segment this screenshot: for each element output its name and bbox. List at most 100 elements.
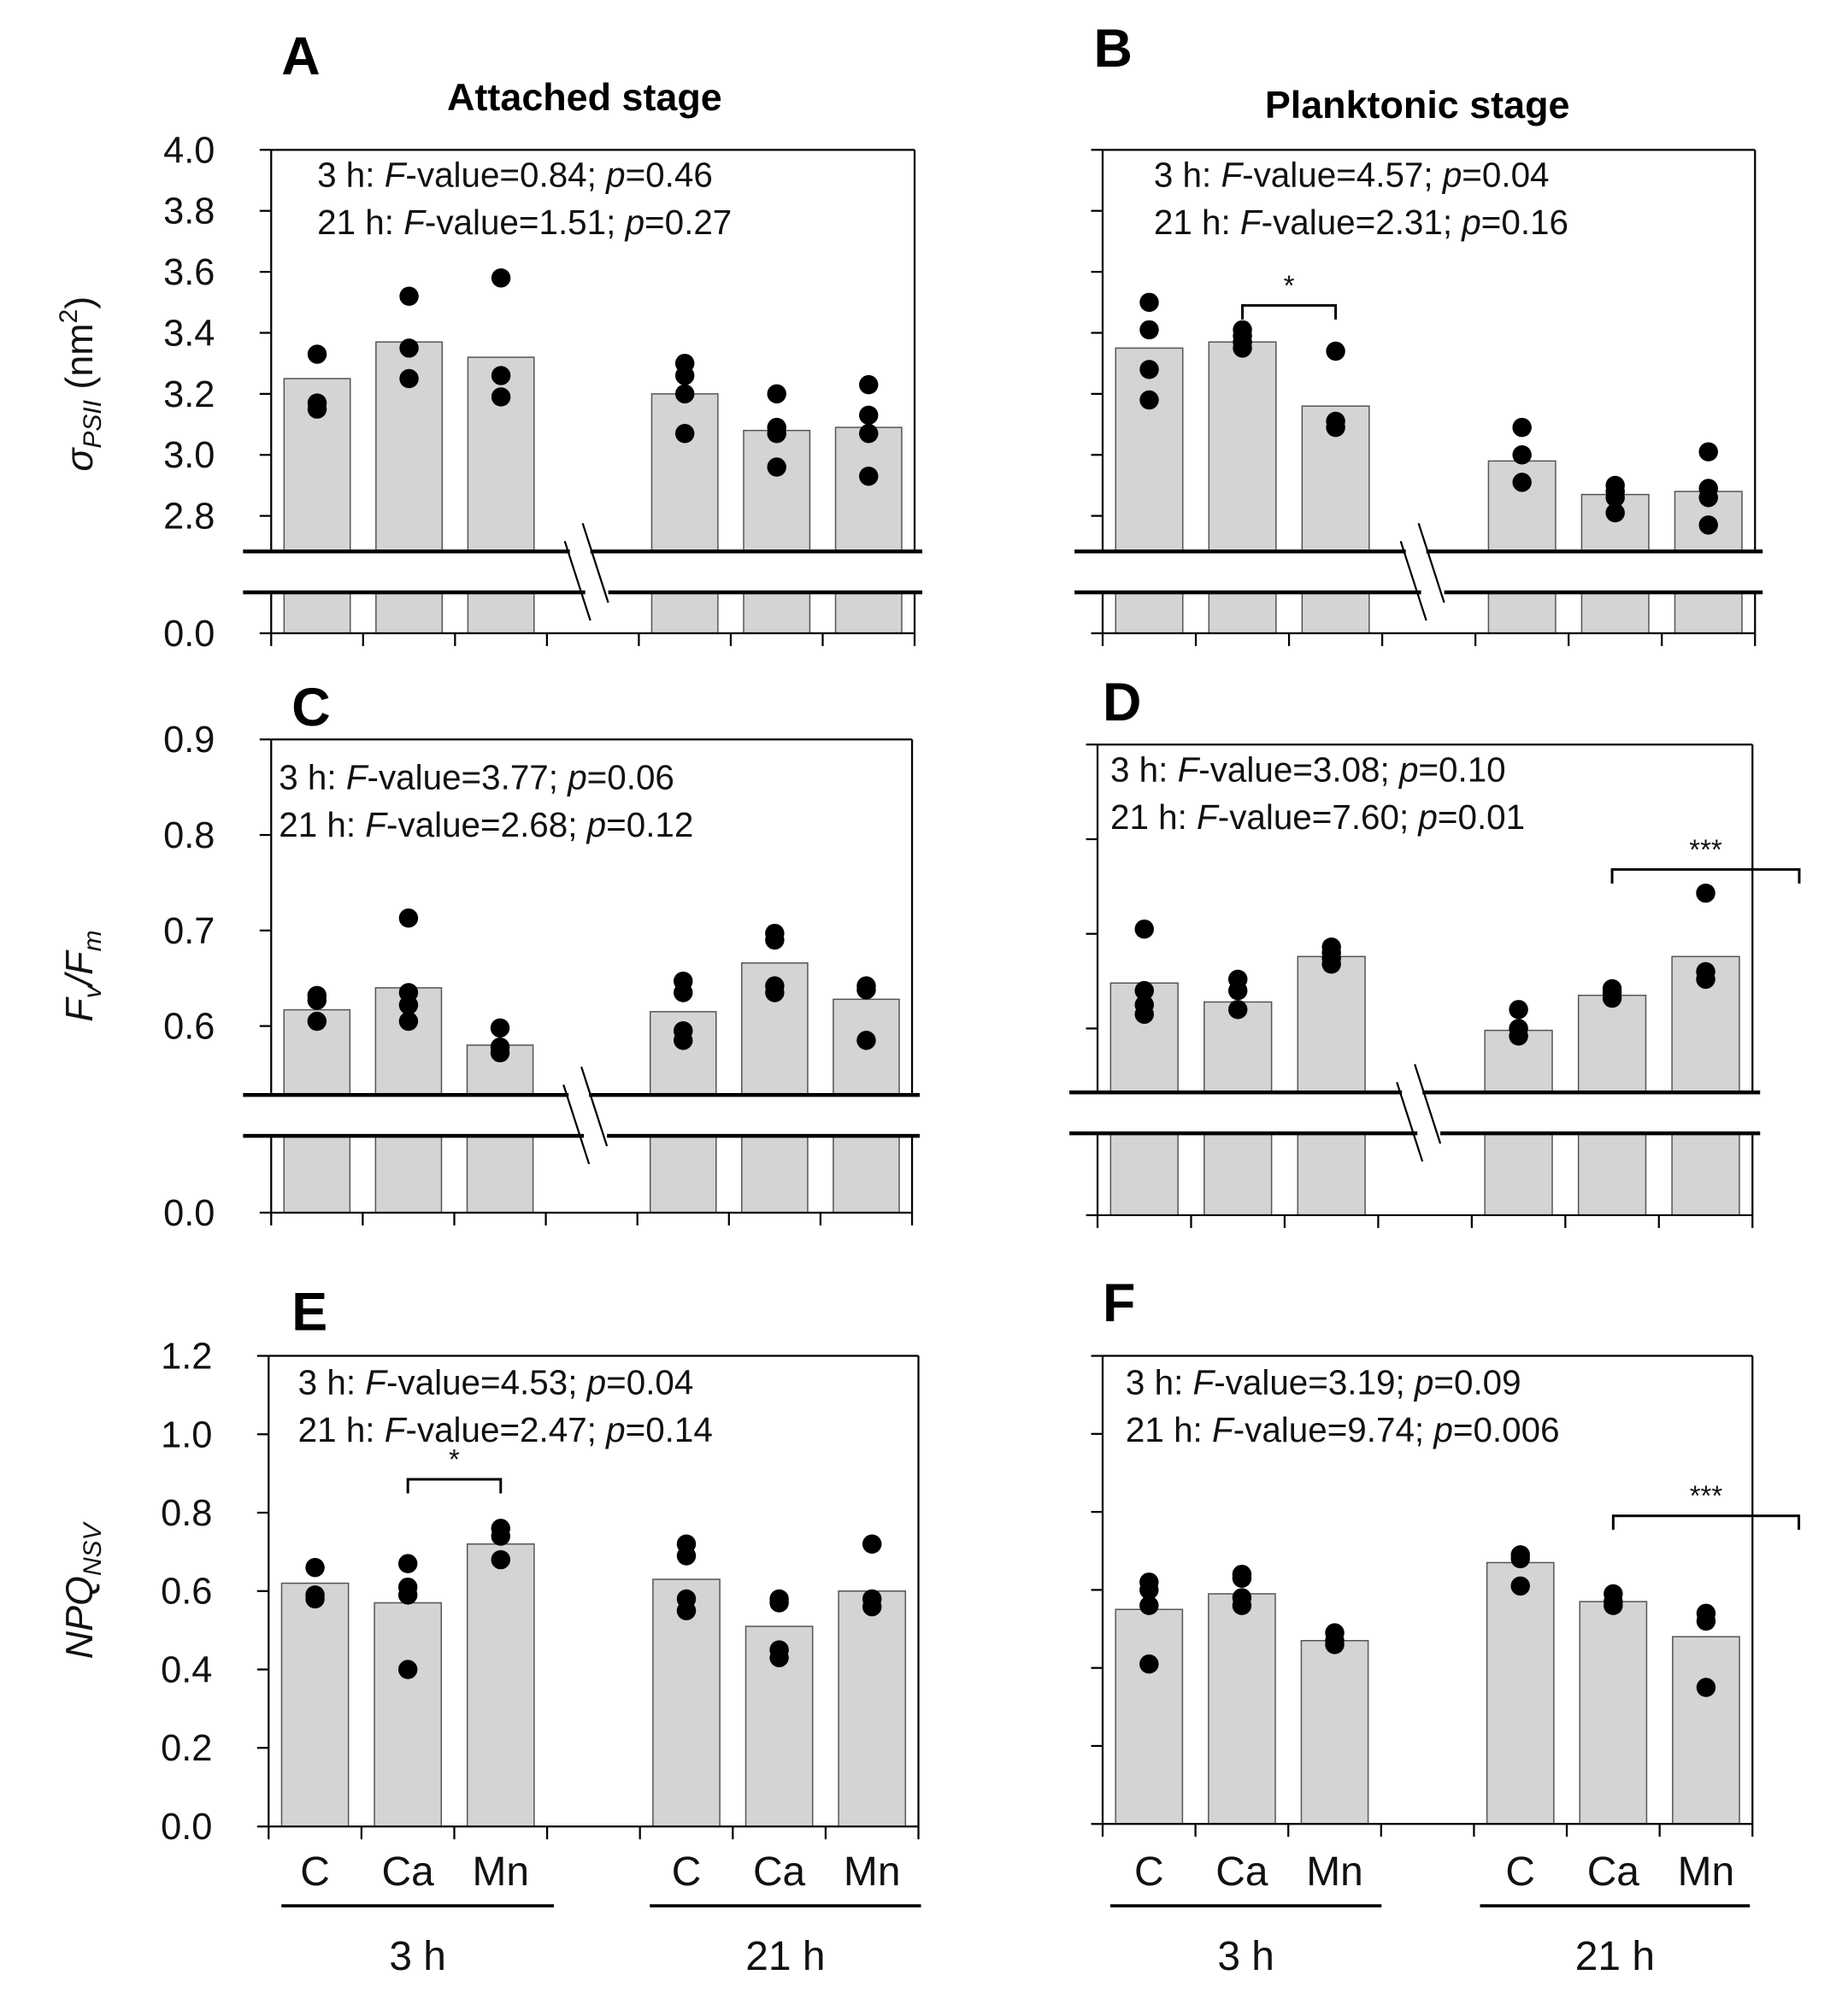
stat-p-value: 0.01 <box>1458 797 1526 837</box>
data-point <box>1139 320 1159 340</box>
data-point <box>1139 390 1159 410</box>
stat-p-value: 0.27 <box>665 203 733 242</box>
significance-label: *** <box>1689 833 1722 865</box>
data-point <box>767 424 786 444</box>
data-point <box>1696 1611 1716 1631</box>
data-point <box>1698 515 1718 535</box>
stat-time: 21 h <box>317 203 385 242</box>
stat-text: ; <box>1395 1362 1414 1402</box>
data-point <box>1698 487 1718 508</box>
panel-letter: F <box>1103 1273 1135 1333</box>
stat-text: : <box>327 758 345 797</box>
category-label: Ca <box>1215 1849 1268 1895</box>
y-tick-label: 3.8 <box>163 191 215 232</box>
panel-title: Attached stage <box>447 75 722 119</box>
data-point <box>765 930 785 950</box>
data-point <box>1232 1596 1252 1615</box>
y-tick-label: 2.8 <box>163 497 215 538</box>
y-axis-label-part: F <box>57 996 101 1022</box>
y-axis-label-part: / <box>57 971 101 988</box>
bar <box>1208 1593 1276 1825</box>
stat-text: ; <box>587 156 606 195</box>
stat-p-symbol: p <box>1433 1410 1452 1449</box>
axis-break-gap <box>1402 1092 1441 1134</box>
bar <box>652 1578 721 1828</box>
stat-text: ; <box>587 1410 606 1449</box>
bar <box>466 1543 535 1828</box>
data-point <box>1227 980 1248 1001</box>
data-point <box>674 424 695 444</box>
stat-text: ; <box>549 758 568 797</box>
y-axis-label-part: F <box>57 949 101 975</box>
axis-break-gap <box>1405 551 1445 593</box>
y-axis-label-part: (nm <box>57 323 101 400</box>
stat-text: -value= <box>1218 797 1333 837</box>
stat-time: 21 h <box>1126 1410 1193 1449</box>
panel-letter: E <box>291 1283 327 1343</box>
significance-bracket <box>1241 303 1338 320</box>
stat-time: 21 h <box>1154 203 1221 242</box>
stat-f-symbol: F <box>1193 1362 1216 1402</box>
stat-text: -value= <box>1233 1410 1348 1449</box>
data-point <box>1233 338 1252 358</box>
stat-f-value: 1.51 <box>539 203 607 242</box>
stat-text: : <box>346 1362 365 1402</box>
significance-label: * <box>449 1443 460 1475</box>
data-point <box>769 1648 789 1667</box>
stat-text: ; <box>1415 1410 1433 1449</box>
stat-p-symbol: p <box>1461 203 1480 242</box>
stat-p-value: 0.16 <box>1501 203 1568 242</box>
stat-text: : <box>1193 1410 1212 1449</box>
stat-text: -value= <box>386 1362 501 1402</box>
data-point <box>305 1558 325 1578</box>
category-label: Ca <box>753 1849 806 1895</box>
stat-time: 3 h <box>317 156 365 195</box>
bar <box>1486 1561 1555 1825</box>
data-point <box>399 338 419 358</box>
stat-p-value: 0.04 <box>627 1362 694 1402</box>
y-tick-label: 0.4 <box>161 1649 212 1690</box>
stat-time: 21 h <box>1110 797 1178 837</box>
category-label: Mn <box>473 1849 530 1895</box>
stat-f-value: 3.19 <box>1328 1362 1396 1402</box>
stat-text: ; <box>568 1362 586 1402</box>
stat-f-symbol: F <box>1197 797 1220 837</box>
stat-p-symbol: p <box>586 805 606 844</box>
y-axis-label-part: ) <box>57 297 101 309</box>
data-point <box>767 457 786 477</box>
stat-text: = <box>626 156 646 195</box>
data-point <box>398 908 419 928</box>
stat-text: -value= <box>1214 1362 1328 1402</box>
stat-text: -value= <box>405 156 520 195</box>
stat-line: 21 h: F-value=9.74; p=0.006 <box>1126 1410 1560 1449</box>
data-point <box>398 1011 419 1032</box>
data-point <box>859 374 879 395</box>
data-point <box>856 979 876 1000</box>
group-label: 3 h <box>389 1934 446 1979</box>
category-label: Ca <box>382 1849 435 1895</box>
data-point <box>1232 1568 1252 1588</box>
data-point <box>397 1554 418 1573</box>
y-axis-label: σPSII (nm2) <box>55 297 107 472</box>
data-point <box>1602 988 1622 1008</box>
data-point <box>676 1601 697 1620</box>
bar <box>834 426 903 634</box>
y-axis-label-part: m <box>79 930 107 951</box>
stat-text: : <box>365 156 384 195</box>
y-tick-label: 0.8 <box>161 1493 212 1534</box>
y-axis-label-part: 2 <box>55 309 83 324</box>
stat-text: = <box>626 1410 646 1449</box>
category-label: Mn <box>844 1849 901 1895</box>
data-point <box>1139 292 1159 313</box>
axis-break-slash <box>1417 522 1445 603</box>
stat-text: ; <box>1423 156 1442 195</box>
y-axis-label-part: PSII <box>79 400 107 449</box>
stat-f-symbol: F <box>385 1410 408 1449</box>
stat-time: 3 h <box>1110 750 1158 790</box>
stat-p-value: 0.04 <box>1482 156 1550 195</box>
category-label: C <box>300 1849 330 1895</box>
data-point <box>1139 1580 1159 1600</box>
significance-bracket <box>406 1478 503 1494</box>
